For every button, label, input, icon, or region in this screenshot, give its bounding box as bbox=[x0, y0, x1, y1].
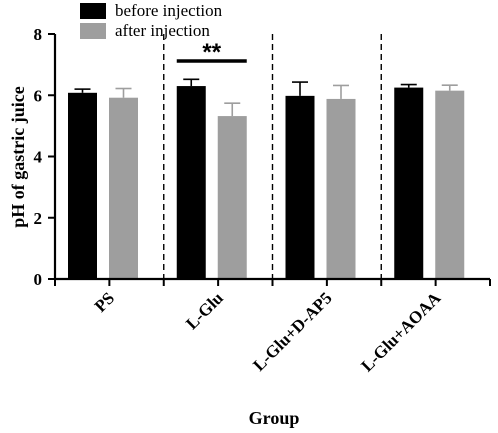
annotations: ** bbox=[176, 39, 247, 66]
bar-0-2 bbox=[285, 95, 315, 279]
legend-label-0: before injection bbox=[115, 1, 223, 20]
y-tick-label-0: 0 bbox=[34, 270, 43, 289]
legend-swatch-0 bbox=[80, 3, 106, 19]
legend-label-1: after injection bbox=[115, 21, 210, 40]
bar-0-3 bbox=[394, 87, 424, 279]
significance-label-0: ** bbox=[202, 39, 221, 66]
x-axis-title: Group bbox=[249, 408, 300, 428]
group-separators bbox=[163, 34, 382, 279]
bar-1-2 bbox=[326, 98, 356, 279]
x-tick-label-3: L-Glu+AOAA bbox=[357, 288, 445, 376]
bar-1-1 bbox=[217, 116, 247, 279]
legend-swatch-1 bbox=[80, 23, 106, 39]
x-tick-label-2: L-Glu+D-AP5 bbox=[249, 288, 335, 374]
bar-0-1 bbox=[176, 86, 206, 279]
bar-1-3 bbox=[435, 90, 465, 279]
x-tick-label-0: PS bbox=[91, 288, 118, 315]
y-tick-label-1: 2 bbox=[34, 209, 43, 228]
y-tick-label-2: 4 bbox=[34, 148, 43, 167]
bar-1-0 bbox=[109, 97, 138, 279]
bar-0-0 bbox=[68, 92, 97, 279]
y-tick-label-4: 8 bbox=[34, 25, 43, 44]
error-bars bbox=[74, 78, 458, 117]
x-tick-label-1: L-Glu bbox=[182, 288, 227, 333]
y-axis-title: pH of gastric juice bbox=[8, 86, 28, 227]
y-tick-label-3: 6 bbox=[34, 86, 43, 105]
bars bbox=[68, 86, 465, 279]
